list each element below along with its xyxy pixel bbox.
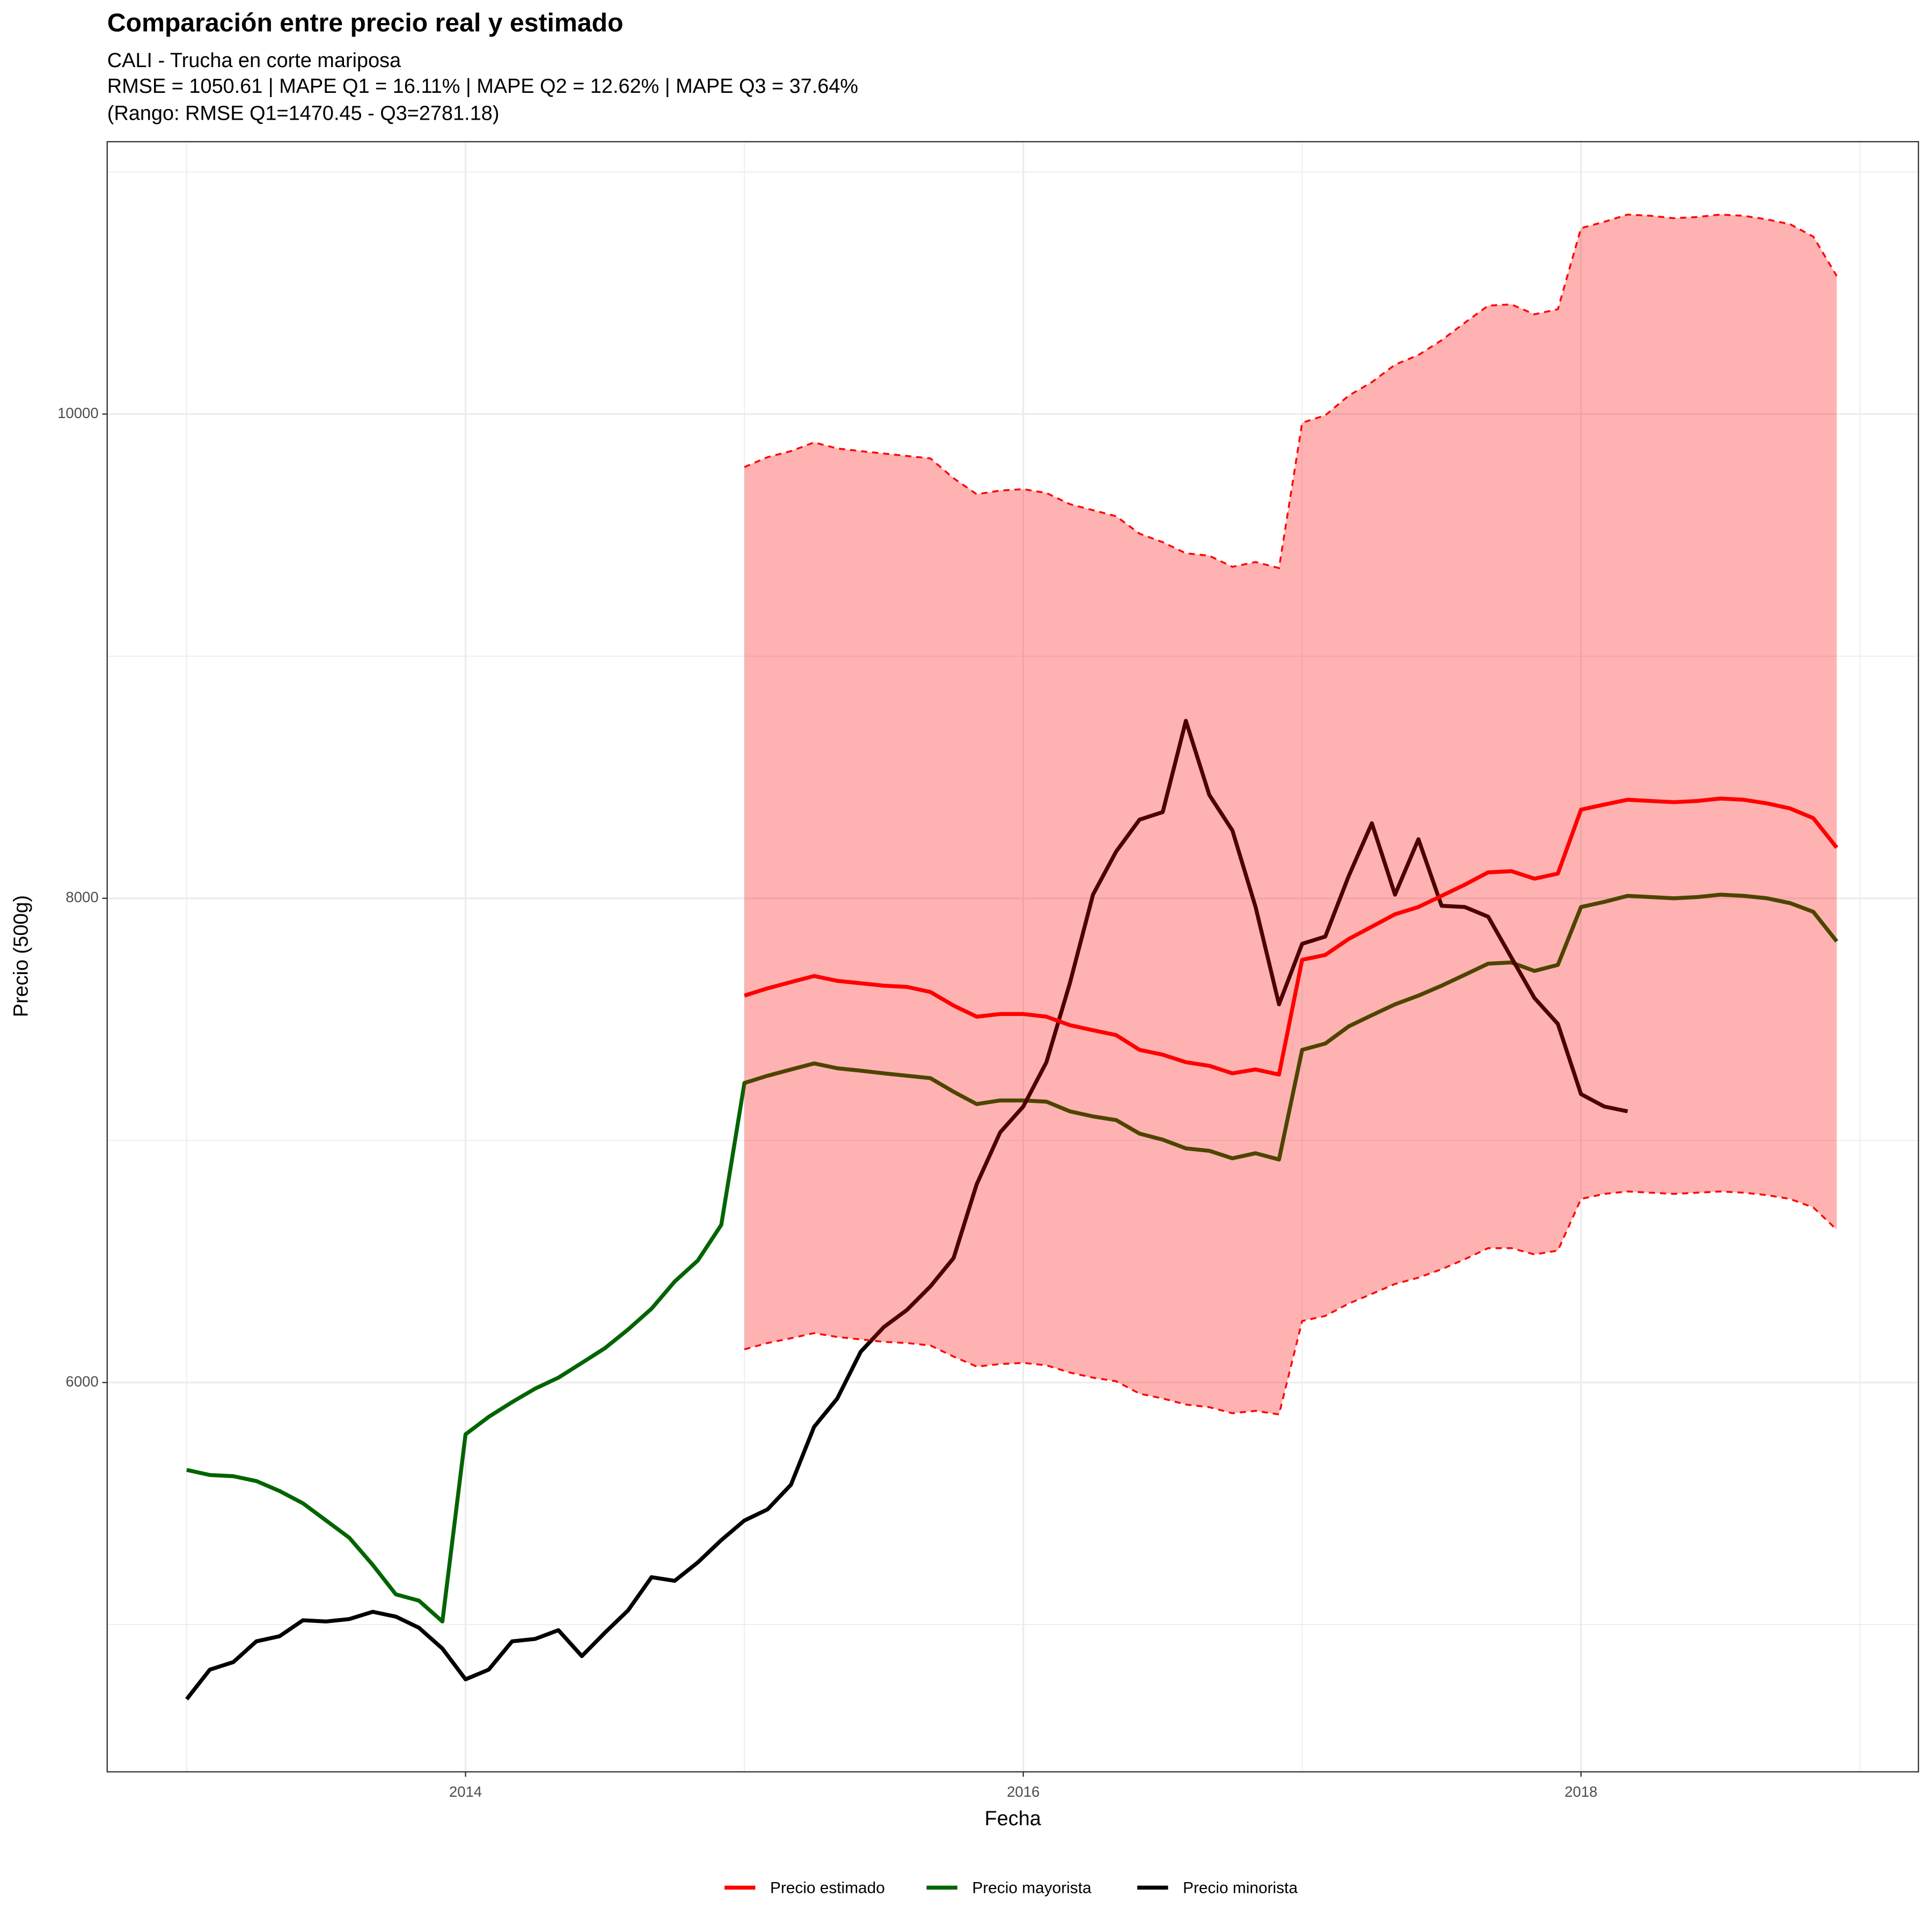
subtitle: CALI - Trucha en corte mariposa (107, 49, 401, 72)
subtitle: (Rango: RMSE Q1=1470.45 - Q3=2781.18) (107, 103, 500, 125)
legend-label: Precio mayorista (972, 1879, 1092, 1897)
x-tick-label: 2014 (449, 1783, 482, 1800)
band-bound (744, 1190, 1838, 1416)
x-tick-label: 2016 (1007, 1783, 1040, 1800)
panel-border (106, 141, 1919, 1773)
line (186, 892, 1839, 1624)
y-tick-label: 8000 (65, 889, 98, 905)
y-axis-title: Precio (500g) (10, 895, 32, 1017)
line (185, 719, 1628, 1701)
legend-label: Precio minorista (1183, 1879, 1298, 1897)
band-bound (744, 214, 1838, 569)
line (744, 796, 1839, 1077)
x-axis-title: Fecha (985, 1807, 1042, 1830)
legend-label: Precio estimado (770, 1879, 885, 1897)
confidence-band (744, 214, 1837, 1415)
y-tick-label: 10000 (57, 405, 99, 421)
y-tick-label: 6000 (65, 1373, 98, 1389)
subtitle: RMSE = 1050.61 | MAPE Q1 = 16.11% | MAPE… (107, 75, 858, 98)
chart-title: Comparación entre precio real y estimado (107, 9, 624, 38)
x-tick-label: 2018 (1564, 1783, 1597, 1800)
